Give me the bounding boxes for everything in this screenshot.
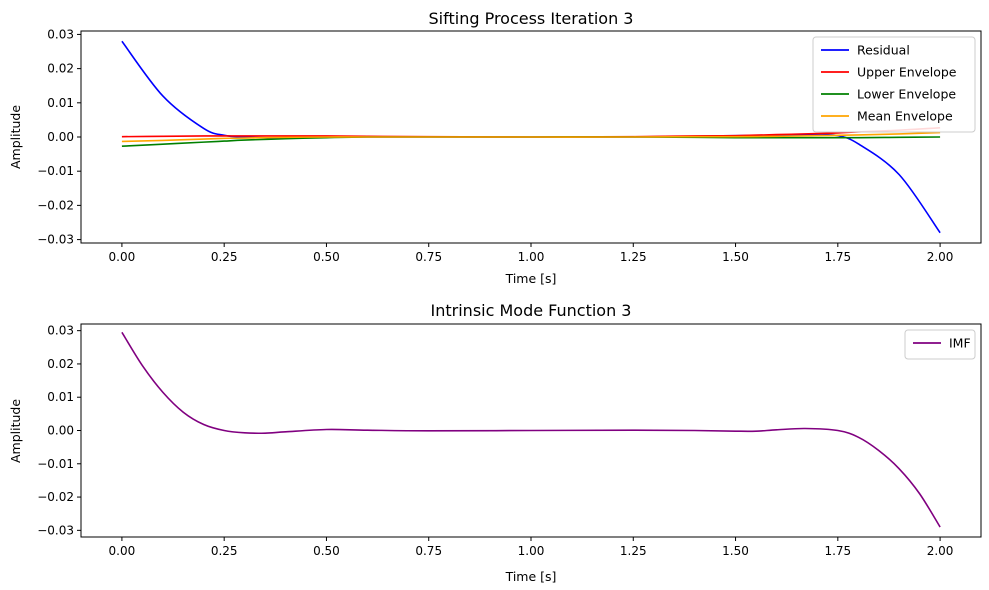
- legend-label-imf: IMF: [949, 336, 971, 351]
- x-tick-label: 1.75: [824, 544, 851, 558]
- y-tick-label: 0.01: [47, 390, 74, 404]
- plot-lines: [121, 40, 941, 234]
- y-tick-label: 0.01: [47, 96, 74, 110]
- y-tick-label: 0.00: [47, 130, 74, 144]
- y-tick-label: 0.03: [47, 324, 74, 338]
- x-tick-label: 1.00: [518, 544, 545, 558]
- legend: Residual Upper Envelope Lower Envelope Mean…: [812, 36, 976, 133]
- x-tick-label: 1.50: [722, 544, 749, 558]
- y-tick-label: −0.02: [37, 490, 74, 504]
- x-tick-label: 0.50: [313, 250, 340, 264]
- x-ticks: 0.00 0.25 0.50 0.75 1.00 1.25 1.50 1.75 2.00: [109, 243, 954, 264]
- y-tick-label: −0.03: [37, 233, 74, 247]
- plot-lines: [121, 331, 941, 528]
- series-line-mean-envelope: [121, 131, 941, 143]
- y-ticks: 0.03 0.02 0.01 0.00 −0.01 −0.02 −0.03: [37, 324, 81, 537]
- x-tick-label: 0.00: [109, 250, 136, 264]
- y-tick-label: 0.02: [47, 357, 74, 371]
- legend-label-mean-envelope: Mean Envelope: [857, 109, 953, 124]
- legend-label-lower-envelope: Lower Envelope: [857, 87, 956, 102]
- x-tick-label: 1.25: [620, 544, 647, 558]
- y-ticks: 0.03 0.02 0.01 0.00 −0.01 −0.02 −0.03: [37, 27, 81, 247]
- x-tick-label: 0.25: [211, 250, 238, 264]
- chart-title: Intrinsic Mode Function 3: [431, 301, 632, 320]
- x-tick-label: 1.25: [620, 250, 647, 264]
- y-tick-label: 0.00: [47, 424, 74, 438]
- x-tick-label: 1.00: [518, 250, 545, 264]
- x-tick-label: 0.50: [313, 544, 340, 558]
- legend: IMF: [904, 329, 976, 360]
- x-tick-label: 0.25: [211, 544, 238, 558]
- x-tick-label: 2.00: [927, 250, 954, 264]
- x-tick-label: 0.75: [415, 250, 442, 264]
- legend-box: [904, 329, 976, 360]
- y-tick-label: −0.03: [37, 523, 74, 537]
- x-tick-label: 0.75: [415, 544, 442, 558]
- legend-label-residual: Residual: [857, 43, 910, 58]
- x-axis-label: Time [s]: [505, 271, 557, 286]
- y-tick-label: 0.03: [47, 27, 74, 41]
- series-line-imf: [121, 331, 941, 528]
- x-tick-label: 0.00: [109, 544, 136, 558]
- y-axis-label: Amplitude: [8, 399, 23, 463]
- x-ticks: 0.00 0.25 0.50 0.75 1.00 1.25 1.50 1.75 2.00: [109, 537, 954, 558]
- legend-box: [812, 36, 976, 133]
- legend-label-upper-envelope: Upper Envelope: [857, 65, 957, 80]
- chart-title: Sifting Process Iteration 3: [429, 9, 634, 28]
- y-tick-label: −0.01: [37, 457, 74, 471]
- x-tick-label: 1.50: [722, 250, 749, 264]
- y-tick-label: 0.02: [47, 62, 74, 76]
- x-tick-label: 1.75: [824, 250, 851, 264]
- y-axis-label: Amplitude: [8, 105, 23, 169]
- x-axis-label: Time [s]: [505, 569, 557, 584]
- y-tick-label: −0.01: [37, 164, 74, 178]
- subplot-imf: Intrinsic Mode Function 3 0.00 0.25 0.50 0.…: [8, 301, 982, 584]
- x-tick-label: 2.00: [927, 544, 954, 558]
- y-tick-label: −0.02: [37, 198, 74, 212]
- subplot-sifting: Sifting Process Iteration 3 0.00 0.25 0.50…: [8, 9, 982, 286]
